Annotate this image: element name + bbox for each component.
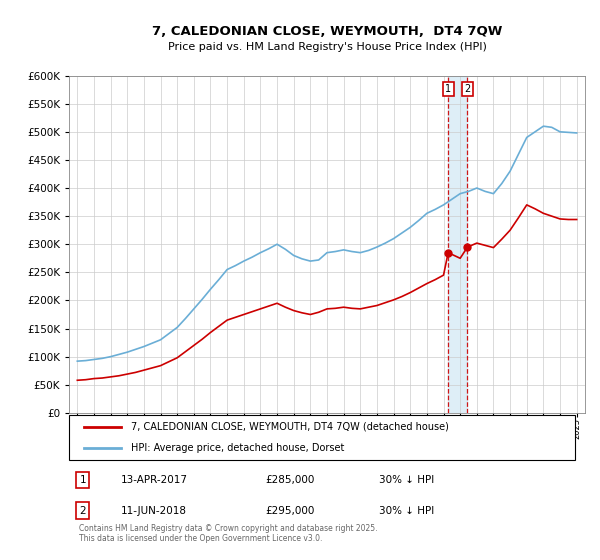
Text: £295,000: £295,000 xyxy=(265,506,314,516)
FancyBboxPatch shape xyxy=(69,415,575,460)
Text: £285,000: £285,000 xyxy=(265,475,314,485)
Text: 7, CALEDONIAN CLOSE, WEYMOUTH, DT4 7QW (detached house): 7, CALEDONIAN CLOSE, WEYMOUTH, DT4 7QW (… xyxy=(131,422,449,432)
Bar xyxy=(448,76,467,413)
Text: 2: 2 xyxy=(464,84,470,94)
Text: 1: 1 xyxy=(79,475,86,485)
Text: 2: 2 xyxy=(79,506,86,516)
Text: 13-APR-2017: 13-APR-2017 xyxy=(121,475,188,485)
Text: 30% ↓ HPI: 30% ↓ HPI xyxy=(379,475,434,485)
Text: 30% ↓ HPI: 30% ↓ HPI xyxy=(379,506,434,516)
Text: 1: 1 xyxy=(445,84,451,94)
Text: Price paid vs. HM Land Registry's House Price Index (HPI): Price paid vs. HM Land Registry's House … xyxy=(167,42,487,52)
Text: Contains HM Land Registry data © Crown copyright and database right 2025.
This d: Contains HM Land Registry data © Crown c… xyxy=(79,524,378,543)
Text: 7, CALEDONIAN CLOSE, WEYMOUTH,  DT4 7QW: 7, CALEDONIAN CLOSE, WEYMOUTH, DT4 7QW xyxy=(152,25,502,38)
Text: HPI: Average price, detached house, Dorset: HPI: Average price, detached house, Dors… xyxy=(131,443,344,453)
Text: 11-JUN-2018: 11-JUN-2018 xyxy=(121,506,187,516)
